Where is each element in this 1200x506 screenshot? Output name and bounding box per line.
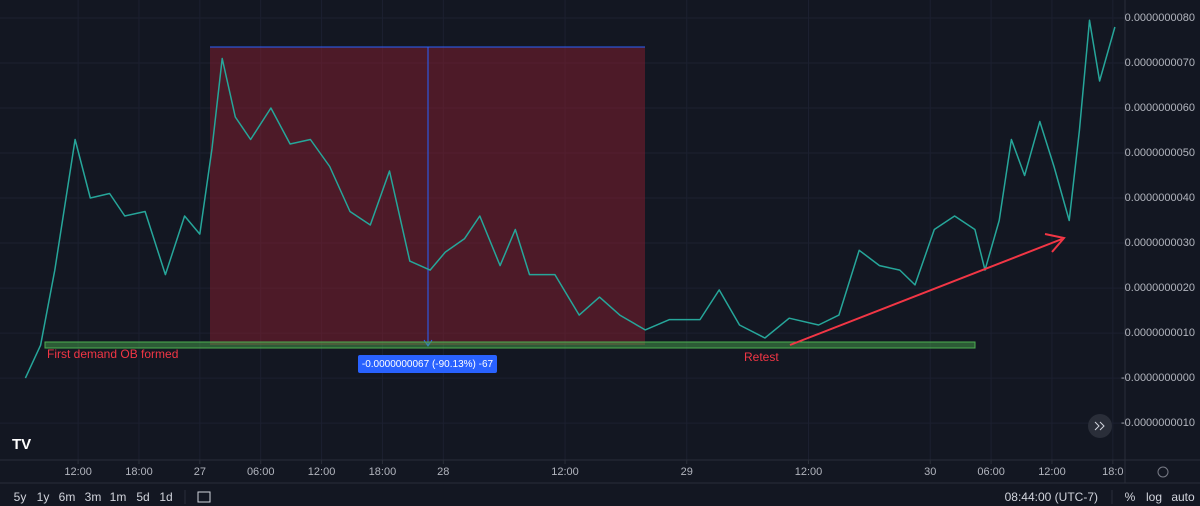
- y-tick-label: 0.0000000050: [1125, 147, 1195, 159]
- measure-label-box: [358, 355, 497, 373]
- y-tick-label: -0.0000000010: [1121, 417, 1195, 429]
- x-tick-label: 12:00: [1038, 466, 1066, 478]
- y-tick-label: 0.0000000030: [1125, 237, 1195, 249]
- range-button[interactable]: 1y: [37, 490, 50, 504]
- date-range-button[interactable]: [197, 491, 211, 503]
- clock: 08:44:00 (UTC-7): [1005, 490, 1098, 504]
- scroll-button[interactable]: [1088, 414, 1112, 438]
- range-button[interactable]: 1m: [110, 490, 127, 504]
- x-tick-label: 06:00: [247, 466, 275, 478]
- range-button[interactable]: 5y: [14, 490, 27, 504]
- x-tick-label: 18:00: [369, 466, 397, 478]
- y-tick-label: 0.0000000010: [1125, 327, 1195, 339]
- trend-arrow: [789, 238, 1063, 346]
- range-button[interactable]: 6m: [59, 490, 76, 504]
- measure-label: -0.0000000067 (-90.13%) -67: [362, 359, 494, 370]
- x-tick-label: 18:0: [1102, 466, 1123, 478]
- x-tick-label: 30: [924, 466, 936, 478]
- x-tick-label: 12:00: [551, 466, 579, 478]
- x-tick-label: 06:00: [977, 466, 1005, 478]
- plot: [24, 19, 1116, 379]
- y-tick-label: -0.0000000000: [1121, 372, 1195, 384]
- x-tick-label: 28: [437, 466, 449, 478]
- y-tick-label: 0.0000000080: [1125, 12, 1195, 24]
- price-line: [24, 19, 1116, 379]
- scroll-icon: [1094, 421, 1105, 431]
- range-button[interactable]: 1d: [159, 490, 172, 504]
- y-tick-label: 0.0000000040: [1125, 192, 1195, 204]
- x-tick-label: 18:00: [125, 466, 153, 478]
- y-tick-label: 0.0000000060: [1125, 102, 1195, 114]
- range-button[interactable]: 5d: [136, 490, 149, 504]
- scale-option[interactable]: auto: [1171, 490, 1195, 504]
- x-tick-label: 12:00: [308, 466, 336, 478]
- toolbar: 5y 1y 6m 3m 1m 5d 1d 08:44:00 (UTC-7) % …: [14, 490, 1195, 504]
- settings-button[interactable]: [1157, 466, 1169, 478]
- x-tick-label: 27: [194, 466, 206, 478]
- trend-arrowhead: [1044, 233, 1066, 253]
- annotation: First demand OB formed: [47, 347, 178, 361]
- scale-option[interactable]: log: [1146, 490, 1162, 504]
- x-tick-label: 12:00: [64, 466, 92, 478]
- y-tick-label: 0.0000000070: [1125, 57, 1195, 69]
- range-button[interactable]: 3m: [85, 490, 102, 504]
- x-tick-label: 12:00: [795, 466, 823, 478]
- y-tick-label: 0.0000000020: [1125, 282, 1195, 294]
- x-tick-label: 29: [681, 466, 693, 478]
- scale-option[interactable]: %: [1125, 490, 1136, 504]
- demand-zone: [44, 341, 976, 349]
- logo[interactable]: TV: [12, 436, 31, 453]
- annotation: Retest: [744, 350, 779, 364]
